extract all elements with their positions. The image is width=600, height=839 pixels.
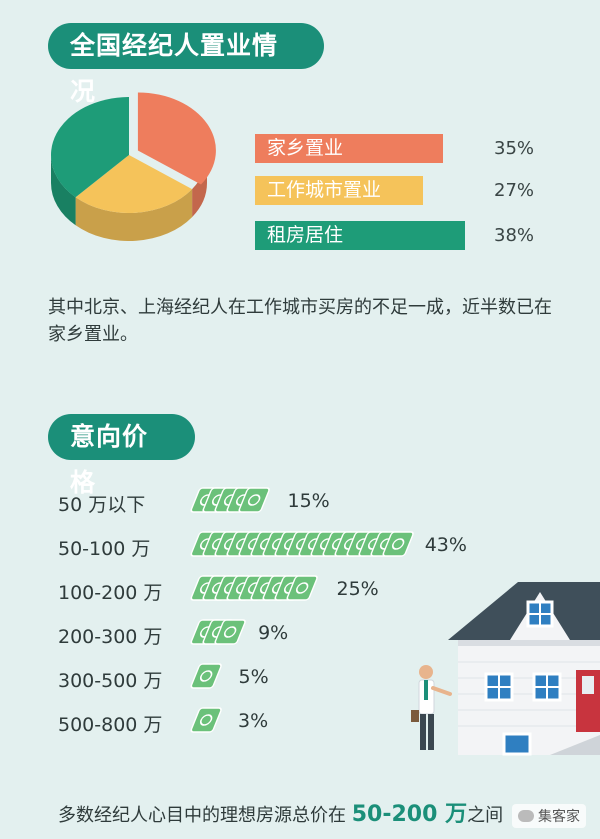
money-bill-icon <box>190 707 222 733</box>
brand-name: 集客家 <box>538 809 580 825</box>
house-illustration <box>411 582 600 756</box>
price-value-label: 43% <box>424 534 467 556</box>
price-bar <box>190 707 222 733</box>
price-category-label: 200-300 万 <box>58 626 163 648</box>
legend-value-1: 27% <box>494 180 535 201</box>
price-summary: 多数经纪人心目中的理想房源总价在 50-200 万之间 <box>58 796 503 828</box>
price-bar <box>190 619 246 645</box>
pie-side-2 <box>51 155 76 226</box>
price-bar <box>190 575 318 601</box>
money-bill-icon <box>238 487 270 513</box>
pie-side-1 <box>75 189 193 241</box>
section-title-ownership: 全国经纪人置业情况 <box>48 23 324 106</box>
legend-value-2: 38% <box>494 225 535 246</box>
brand-watermark: 集客家 <box>512 804 586 828</box>
summary-prefix: 多数经纪人心目中的理想房源总价在 <box>58 805 346 826</box>
money-bill-icon <box>382 531 414 557</box>
price-category-label: 50 万以下 <box>58 494 146 516</box>
brand-logo-icon <box>518 810 534 822</box>
legend-value-0: 35% <box>494 138 535 159</box>
price-bar <box>190 531 414 557</box>
price-bar <box>190 663 222 689</box>
legend-label-0: 家乡置业 <box>255 134 443 163</box>
summary-suffix: 之间 <box>467 805 504 826</box>
summary-highlight: 50-200 万 <box>351 802 468 827</box>
pie-chart <box>51 92 216 241</box>
price-value-label: 15% <box>287 490 330 512</box>
pie-slice-租房居住 <box>51 97 129 198</box>
money-bill-icon <box>286 575 318 601</box>
money-bill-icon <box>190 663 222 689</box>
price-category-label: 500-800 万 <box>58 714 163 736</box>
price-value-label: 9% <box>258 622 289 644</box>
ownership-description: 其中北京、上海经纪人在工作城市买房的不足一成，近半数已在家乡置业。 <box>48 297 552 345</box>
money-bill-icon <box>214 619 246 645</box>
pie-slice-家乡置业 <box>137 92 216 185</box>
price-category-label: 300-500 万 <box>58 670 163 692</box>
pie-slice-工作城市置业 <box>75 155 193 214</box>
price-category-label: 100-200 万 <box>58 582 163 604</box>
person-illustration <box>411 665 452 750</box>
price-bar <box>190 487 270 513</box>
legend-label-2: 租房居住 <box>255 221 465 250</box>
pie-side-0 <box>192 155 207 218</box>
price-category-label: 50-100 万 <box>58 538 151 560</box>
legend-label-1: 工作城市置业 <box>255 176 423 205</box>
price-value-label: 3% <box>238 710 269 732</box>
section-title-price: 意向价格 <box>48 414 195 497</box>
price-value-label: 5% <box>238 666 269 688</box>
price-value-label: 25% <box>336 578 379 600</box>
